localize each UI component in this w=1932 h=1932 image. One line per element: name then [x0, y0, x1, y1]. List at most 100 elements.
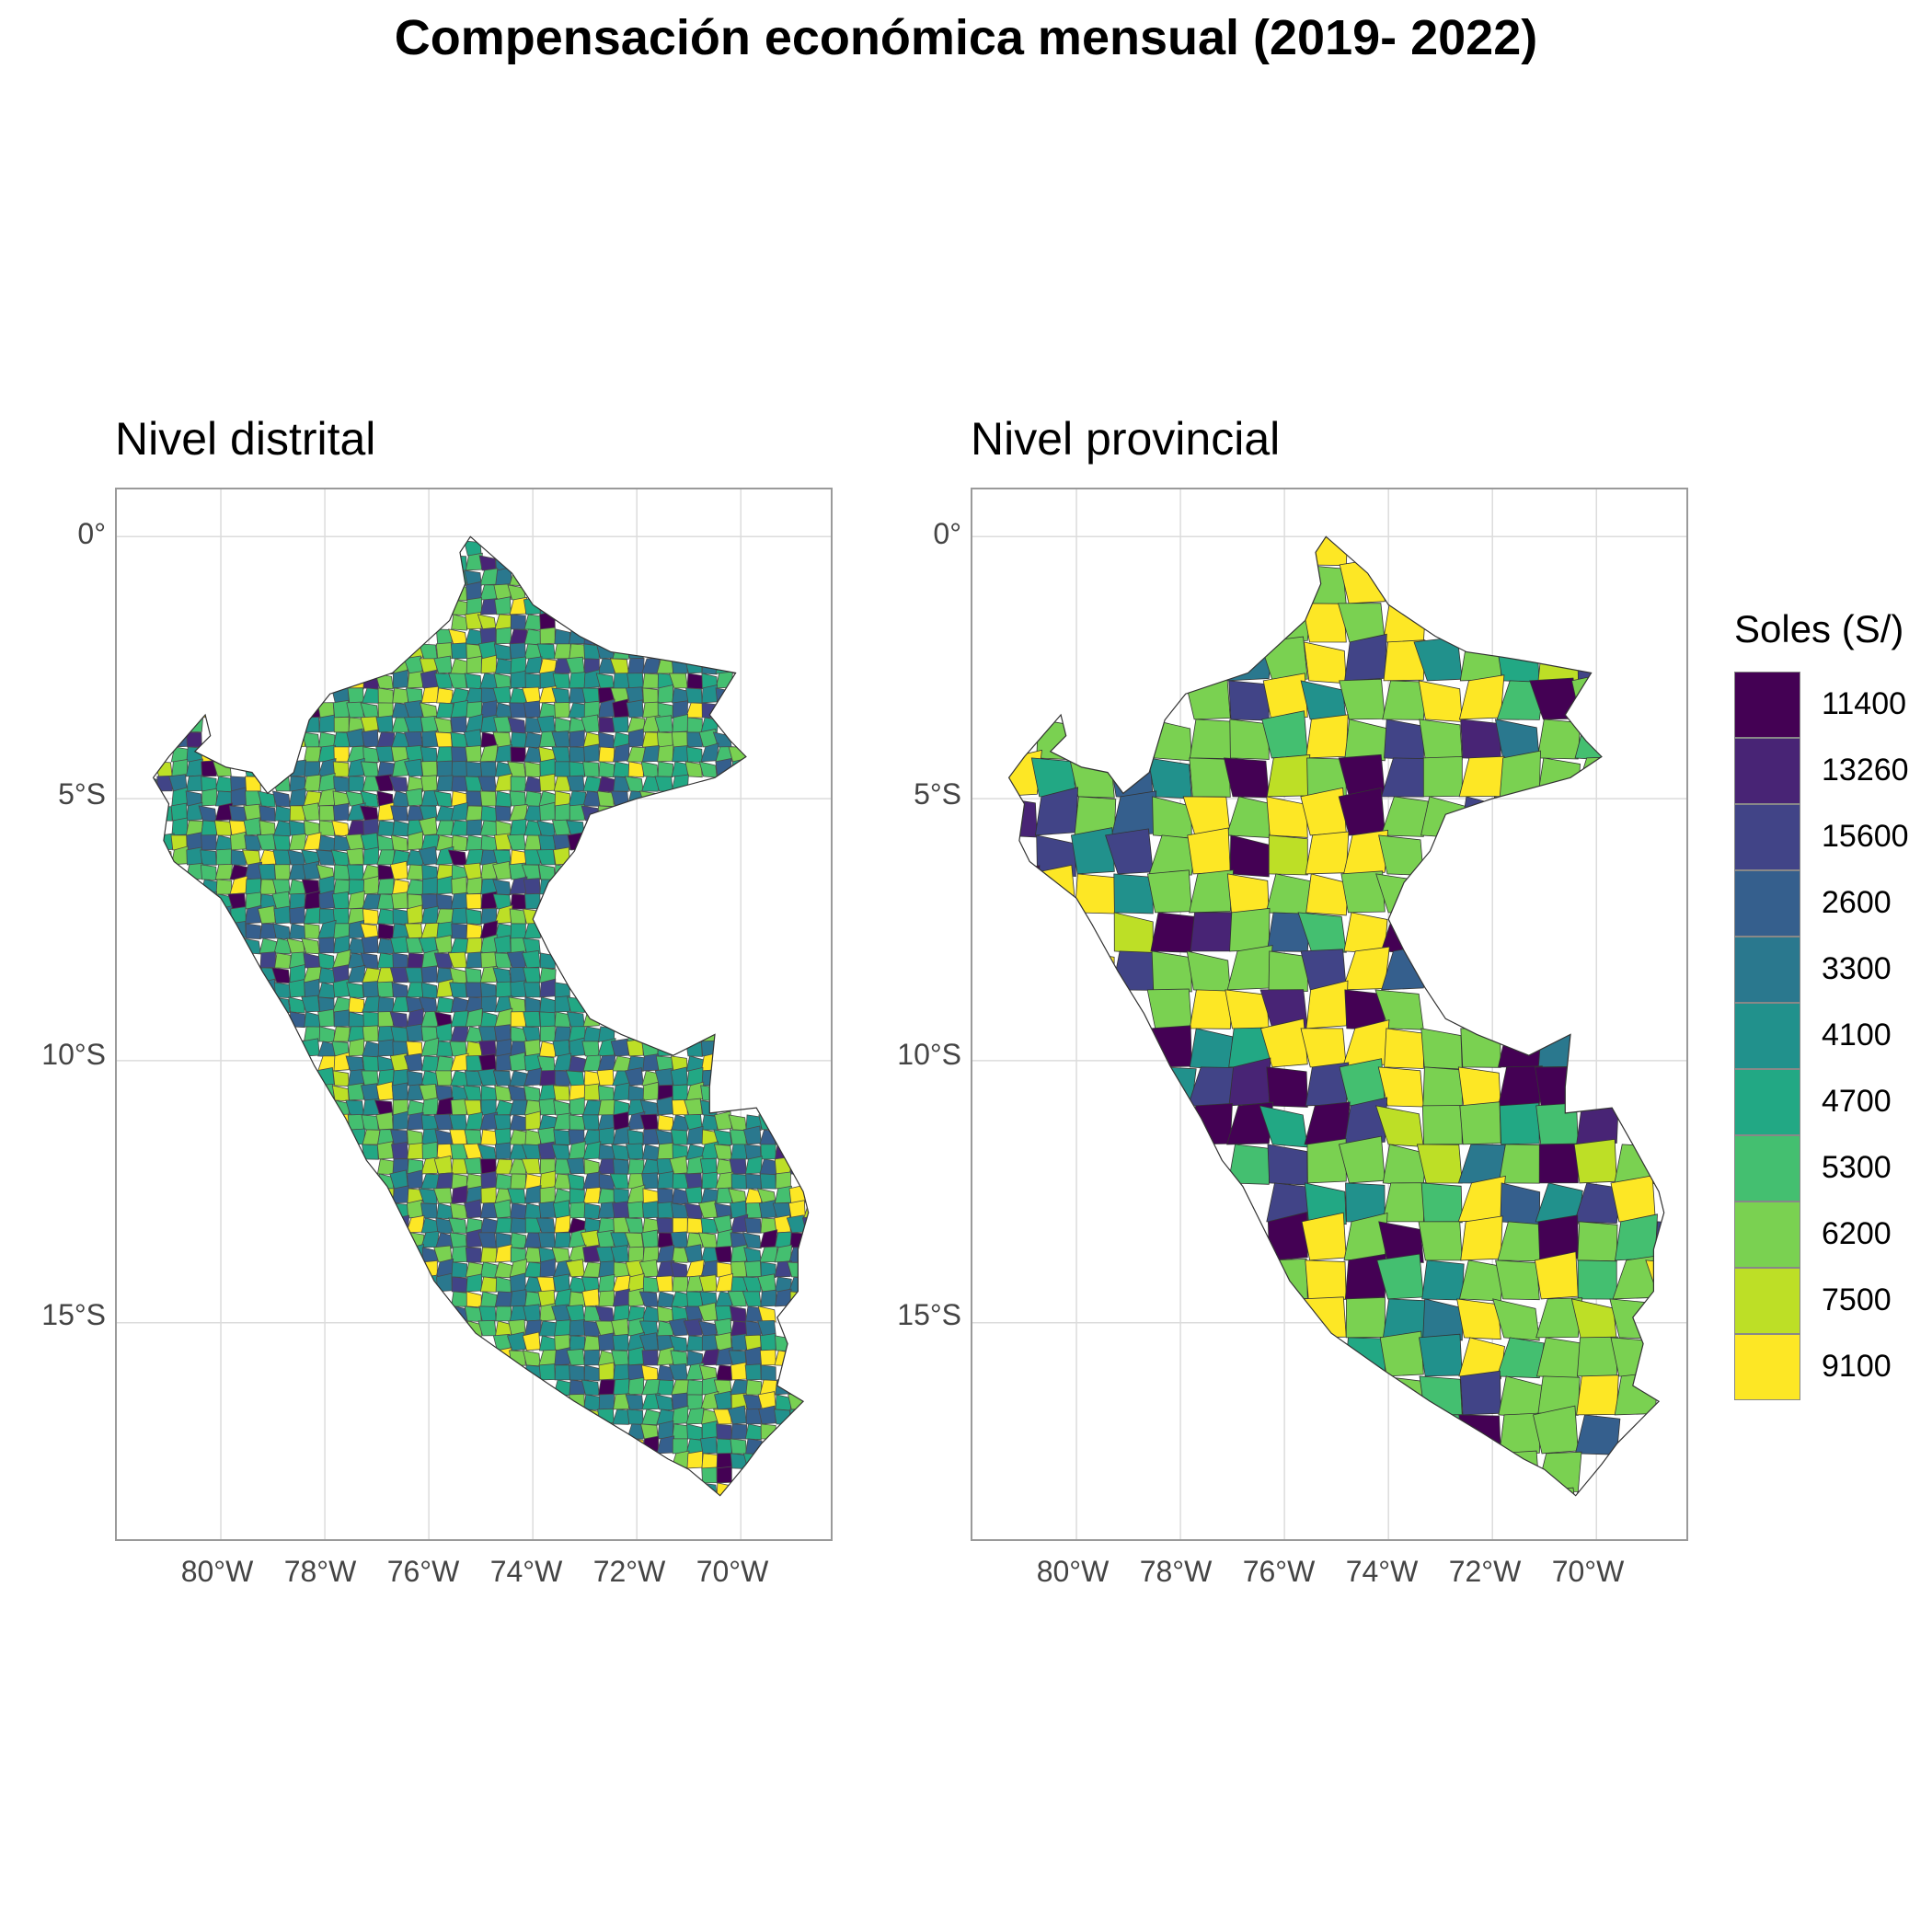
region-polygon — [1267, 1144, 1308, 1186]
region-polygon — [686, 731, 703, 748]
region-polygon — [391, 995, 410, 1013]
region-polygon — [789, 1291, 806, 1307]
region-polygon — [1345, 1296, 1386, 1339]
region-polygon — [552, 1040, 570, 1057]
region-polygon — [568, 1244, 587, 1263]
region-polygon — [699, 1099, 718, 1117]
region-polygon — [1304, 1101, 1351, 1145]
region-polygon — [627, 538, 645, 557]
region-polygon — [304, 1142, 321, 1160]
region-polygon — [243, 1272, 261, 1293]
region-polygon — [583, 581, 600, 601]
region-polygon — [153, 643, 158, 661]
region-polygon — [243, 817, 261, 836]
region-polygon — [436, 1055, 454, 1072]
region-polygon — [510, 746, 526, 763]
region-polygon — [186, 801, 203, 822]
region-polygon — [553, 1438, 572, 1455]
region-polygon — [183, 1452, 202, 1469]
region-polygon — [155, 1420, 175, 1440]
region-polygon — [465, 1394, 483, 1410]
region-polygon — [1110, 790, 1157, 836]
region-polygon — [1074, 873, 1116, 914]
region-polygon — [361, 1202, 379, 1219]
region-polygon — [1651, 536, 1664, 566]
region-polygon — [538, 1041, 557, 1058]
region-polygon — [229, 1348, 247, 1366]
legend-swatch — [1734, 937, 1800, 1003]
region-polygon — [627, 554, 646, 571]
region-polygon — [672, 625, 688, 645]
region-polygon — [153, 1435, 159, 1455]
region-polygon — [450, 891, 468, 910]
region-polygon — [480, 1186, 497, 1204]
region-polygon — [450, 1202, 467, 1220]
region-polygon — [153, 536, 173, 542]
region-polygon — [1419, 1491, 1467, 1496]
region-polygon — [168, 1141, 188, 1160]
region-polygon — [376, 849, 396, 866]
region-polygon — [464, 673, 482, 690]
region-polygon — [1262, 673, 1308, 720]
region-polygon — [273, 820, 293, 837]
region-polygon — [405, 788, 423, 807]
region-polygon — [406, 627, 423, 645]
region-polygon — [213, 1350, 232, 1366]
region-polygon — [582, 1007, 602, 1028]
region-polygon — [1375, 1414, 1424, 1455]
region-polygon — [612, 716, 629, 733]
region-polygon — [184, 1258, 202, 1278]
region-polygon — [405, 937, 423, 954]
region-polygon — [333, 1052, 351, 1072]
region-polygon — [201, 950, 217, 969]
region-polygon — [274, 581, 291, 601]
region-polygon — [183, 1350, 202, 1366]
legend-swatch — [1734, 1202, 1800, 1268]
region-polygon — [538, 1084, 557, 1101]
region-polygon — [729, 1305, 747, 1323]
region-polygon — [759, 746, 776, 763]
region-polygon — [156, 862, 174, 880]
region-polygon — [538, 1335, 557, 1352]
region-polygon — [259, 1390, 277, 1410]
region-polygon — [701, 952, 719, 969]
region-polygon — [362, 729, 379, 748]
region-polygon — [302, 1201, 320, 1219]
region-polygon — [1182, 559, 1231, 604]
region-polygon — [554, 761, 570, 777]
region-polygon — [1422, 1066, 1464, 1108]
region-polygon — [259, 1199, 278, 1219]
region-polygon — [434, 731, 453, 748]
region-polygon — [657, 1007, 673, 1028]
region-polygon — [524, 673, 541, 689]
region-polygon — [243, 643, 261, 661]
region-polygon — [404, 758, 423, 777]
region-polygon — [1344, 719, 1387, 762]
region-polygon — [449, 1437, 467, 1455]
region-polygon — [450, 642, 467, 660]
region-polygon — [377, 1332, 394, 1351]
region-polygon — [392, 1498, 408, 1513]
region-polygon — [347, 1494, 364, 1496]
region-polygon — [392, 1185, 409, 1204]
region-polygon — [569, 761, 585, 777]
region-polygon — [1304, 1182, 1347, 1225]
region-polygon — [289, 1129, 305, 1146]
y-tick-label: 10°S — [41, 1038, 106, 1071]
region-polygon — [479, 1276, 498, 1293]
legend-item: 9100 — [1734, 1334, 1927, 1400]
region-polygon — [479, 568, 499, 586]
region-polygon — [1146, 869, 1192, 914]
region-polygon — [479, 1217, 499, 1235]
region-polygon — [598, 1273, 615, 1293]
region-polygon — [1150, 912, 1195, 953]
region-polygon — [701, 658, 719, 675]
x-tick-label: 74°W — [489, 1555, 563, 1588]
region-polygon — [551, 536, 570, 542]
region-polygon — [359, 1467, 379, 1484]
region-polygon — [348, 1231, 365, 1248]
region-polygon — [259, 1243, 277, 1263]
region-polygon — [657, 1202, 673, 1219]
region-polygon — [479, 820, 499, 836]
region-polygon — [201, 788, 218, 807]
